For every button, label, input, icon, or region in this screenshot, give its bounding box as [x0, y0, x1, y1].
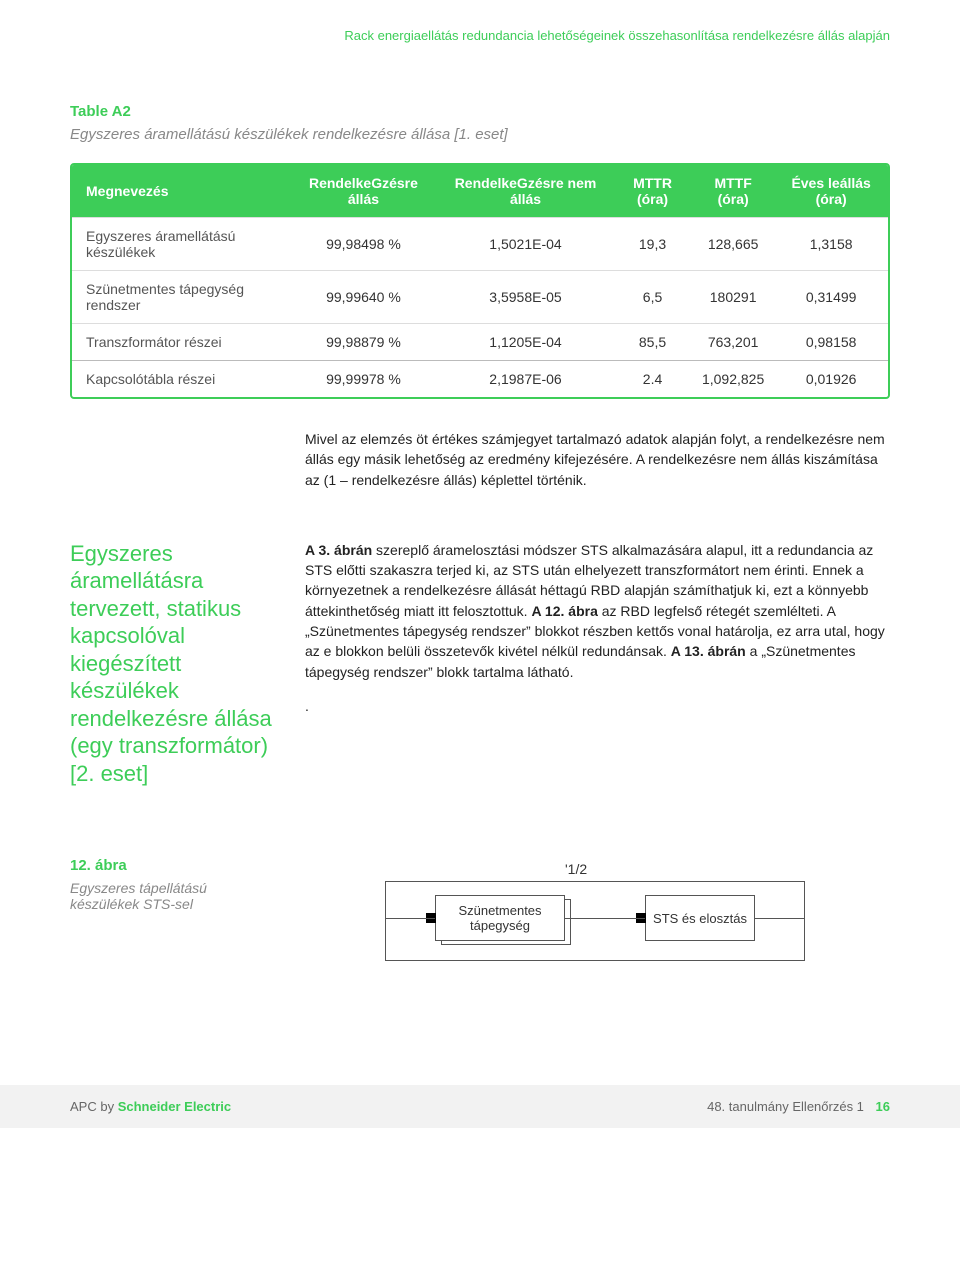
diagram-box-sts: STS és elosztás	[645, 895, 755, 941]
col-header: MTTF (óra)	[692, 165, 774, 218]
data-table-wrap: Megnevezés RendelkeGzésre állás Rendelke…	[70, 163, 890, 399]
cell: 99,99978 %	[289, 361, 438, 398]
table-row: Kapcsolótábla részei 99,99978 % 2,1987E-…	[72, 361, 888, 398]
page-footer: APC by Schneider Electric 48. tanulmány …	[0, 1085, 960, 1128]
cell: 0,31499	[774, 271, 888, 324]
table-caption: Egyszeres áramellátású készülékek rendel…	[70, 126, 890, 143]
rbd-diagram: '1/2 Szünetmentes tápegység STS és elosz…	[305, 857, 890, 977]
footer-brand-accent: Schneider Electric	[118, 1099, 231, 1114]
cell: 2.4	[613, 361, 692, 398]
diagram-title: '1/2	[565, 861, 587, 877]
cell: Transzformátor részei	[72, 324, 289, 361]
cell: 1,1205E-04	[438, 324, 613, 361]
diagram-box-ups: Szünetmentes tápegység	[435, 895, 565, 941]
data-table: Megnevezés RendelkeGzésre állás Rendelke…	[72, 165, 888, 397]
col-header: MTTR (óra)	[613, 165, 692, 218]
cell: 99,99640 %	[289, 271, 438, 324]
col-header: Megnevezés	[72, 165, 289, 218]
col-header: RendelkeGzésre nem állás	[438, 165, 613, 218]
table-header-row: Megnevezés RendelkeGzésre állás Rendelke…	[72, 165, 888, 218]
diagram-line	[755, 918, 805, 919]
cell: Kapcsolótábla részei	[72, 361, 289, 398]
body-dot: .	[305, 696, 890, 716]
table-row: Egyszeres áramellátású készülékek 99,984…	[72, 218, 888, 271]
cell: 763,201	[692, 324, 774, 361]
col-header: RendelkeGzésre állás	[289, 165, 438, 218]
footer-doc-ref: 48. tanulmány Ellenőrzés 1	[707, 1099, 864, 1114]
diagram-line	[385, 918, 435, 919]
cell: 0,01926	[774, 361, 888, 398]
cell: 85,5	[613, 324, 692, 361]
section-heading: Egyszeres áramellátásra tervezett, stati…	[70, 540, 275, 788]
table-row: Szünetmentes tápegység rendszer 99,99640…	[72, 271, 888, 324]
cell: 99,98879 %	[289, 324, 438, 361]
cell: 19,3	[613, 218, 692, 271]
running-header: Rack energiaellátás redundancia lehetősé…	[70, 28, 890, 43]
figure-label: 12. ábra	[70, 857, 275, 874]
cell: 2,1987E-06	[438, 361, 613, 398]
table-note: Mivel az elemzés öt értékes számjegyet t…	[305, 429, 890, 490]
cell: Szünetmentes tápegység rendszer	[72, 271, 289, 324]
table-label: Table A2	[70, 103, 890, 120]
col-header: Éves leállás (óra)	[774, 165, 888, 218]
cell: 128,665	[692, 218, 774, 271]
table-row: Transzformátor részei 99,98879 % 1,1205E…	[72, 324, 888, 361]
cell: 99,98498 %	[289, 218, 438, 271]
ref-bold: A 12. ábra	[531, 603, 597, 619]
footer-brand: APC by Schneider Electric	[70, 1099, 231, 1114]
cell: 180291	[692, 271, 774, 324]
ref-bold: A 13. ábrán	[671, 643, 746, 659]
footer-brand-plain: APC by	[70, 1099, 118, 1114]
cell: 6,5	[613, 271, 692, 324]
footer-page-number: 16	[876, 1099, 890, 1114]
section-body: A 3. ábrán szereplő áramelosztási módsze…	[305, 540, 890, 788]
figure-caption: Egyszeres tápellátású készülékek STS-sel	[70, 880, 275, 912]
cell: Egyszeres áramellátású készülékek	[72, 218, 289, 271]
cell: 0,98158	[774, 324, 888, 361]
cell: 1,3158	[774, 218, 888, 271]
ref-bold: A 3. ábrán	[305, 542, 372, 558]
cell: 3,5958E-05	[438, 271, 613, 324]
cell: 1,5021E-04	[438, 218, 613, 271]
cell: 1,092,825	[692, 361, 774, 398]
footer-right: 48. tanulmány Ellenőrzés 1 16	[707, 1099, 890, 1114]
diagram-line	[565, 918, 645, 919]
